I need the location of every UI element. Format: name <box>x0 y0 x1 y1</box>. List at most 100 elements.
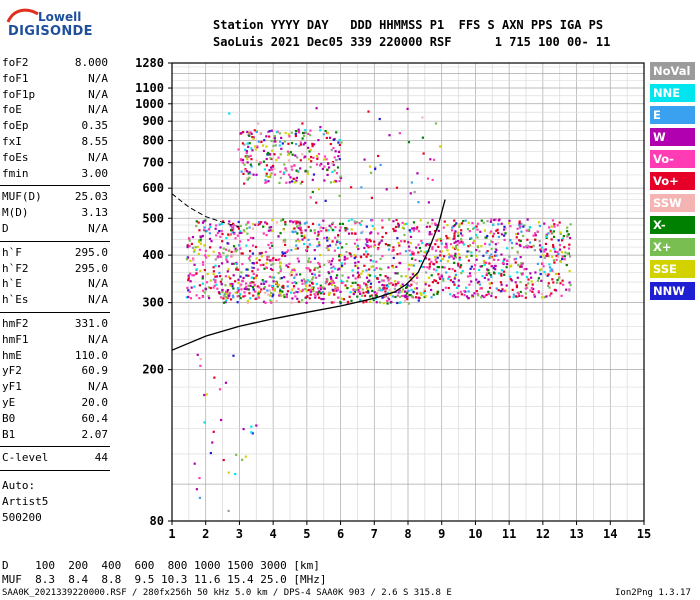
echo-point <box>381 235 384 239</box>
echo-point <box>358 290 361 293</box>
echo-point <box>199 242 202 245</box>
echo-point <box>286 285 289 288</box>
param-name: foE <box>2 103 22 117</box>
echo-point <box>284 131 287 135</box>
echo-point <box>290 165 293 168</box>
echo-point <box>245 285 248 288</box>
echo-point <box>222 251 225 255</box>
param-name: hmF1 <box>2 332 29 346</box>
echo-point <box>552 245 555 249</box>
echo-point <box>378 301 382 304</box>
echo-point <box>291 297 294 300</box>
echo-point <box>500 272 503 276</box>
echo-point <box>460 229 463 232</box>
echo-point <box>201 282 204 285</box>
param-value: N/A <box>88 71 108 85</box>
param-name: B0 <box>2 411 16 425</box>
param-value: N/A <box>88 277 108 291</box>
echo-point <box>265 172 268 175</box>
echo-point <box>241 252 244 255</box>
echo-point <box>242 428 245 431</box>
echo-point <box>333 249 336 252</box>
echo-point <box>403 299 407 302</box>
echo-point <box>359 255 363 259</box>
echo-point <box>422 291 425 295</box>
echo-point <box>288 135 291 138</box>
echo-point <box>358 284 361 287</box>
echo-point <box>559 282 562 285</box>
echo-point <box>237 227 241 230</box>
echo-point <box>245 227 249 230</box>
echo-point <box>518 224 521 227</box>
echo-point <box>266 289 269 292</box>
echo-point <box>222 458 225 462</box>
echo-point <box>549 229 552 232</box>
echo-point <box>338 253 341 257</box>
echo-point <box>532 234 535 237</box>
echo-point <box>227 249 230 252</box>
echo-point <box>285 181 288 184</box>
echo-point <box>431 246 434 249</box>
echo-point <box>243 163 246 166</box>
echo-point <box>533 295 536 298</box>
echo-point <box>552 235 556 238</box>
echo-point <box>250 147 253 150</box>
echo-point <box>318 262 321 266</box>
echo-point <box>462 219 465 223</box>
echo-point <box>434 258 437 261</box>
echo-point <box>261 144 265 147</box>
echo-point <box>268 259 271 262</box>
echo-point <box>454 252 457 255</box>
echo-point <box>479 265 482 268</box>
echo-point <box>364 243 368 246</box>
echo-point <box>481 275 484 278</box>
echo-point <box>425 242 428 246</box>
echo-point <box>439 237 442 240</box>
profile-solid-curve <box>171 199 446 351</box>
echo-point <box>193 462 196 465</box>
echo-point <box>265 174 268 177</box>
echo-point <box>268 153 271 156</box>
echo-point <box>454 244 458 248</box>
echo-point <box>306 170 309 173</box>
echo-point <box>379 257 382 260</box>
echo-point <box>534 234 537 237</box>
echo-point <box>482 261 486 265</box>
echo-point <box>465 255 468 258</box>
echo-point <box>476 293 479 296</box>
echo-point <box>382 302 385 305</box>
echo-point <box>283 295 286 299</box>
echo-point <box>480 265 484 268</box>
echo-point <box>475 258 478 261</box>
echo-point <box>249 163 252 166</box>
echo-point <box>354 232 357 235</box>
echo-point <box>236 287 239 290</box>
echo-point <box>286 280 289 283</box>
echo-point <box>186 245 189 249</box>
echo-point <box>260 288 263 291</box>
echo-point <box>189 297 193 300</box>
echo-point <box>252 294 255 297</box>
echo-point <box>353 257 356 260</box>
echo-point <box>396 272 399 275</box>
echo-point <box>221 288 224 292</box>
echo-point <box>277 283 281 287</box>
echo-point <box>283 163 286 166</box>
echo-point <box>310 287 313 290</box>
echo-point <box>568 243 571 246</box>
echo-point <box>355 264 359 268</box>
echo-point <box>399 284 403 288</box>
echo-point <box>293 276 296 279</box>
echo-point <box>293 164 296 167</box>
echo-point <box>409 294 412 297</box>
echo-point <box>214 258 217 261</box>
echo-point <box>556 255 560 258</box>
echo-point <box>270 168 274 171</box>
echo-point <box>489 273 492 277</box>
echo-point <box>357 260 360 264</box>
echo-point <box>340 297 344 300</box>
echo-point <box>516 276 519 279</box>
echo-point <box>259 264 262 267</box>
echo-point <box>257 220 261 224</box>
echo-point <box>522 225 525 228</box>
